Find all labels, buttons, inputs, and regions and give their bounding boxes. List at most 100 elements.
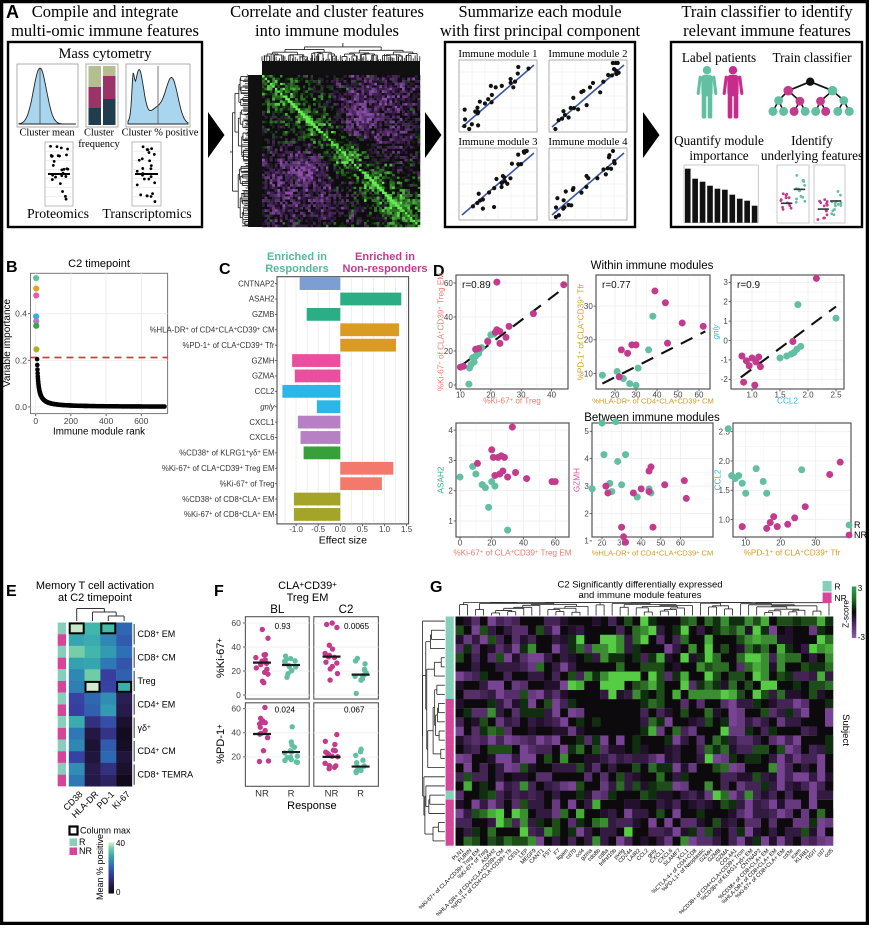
svg-text:200: 200 (64, 416, 78, 426)
svg-text:0.93: 0.93 (275, 622, 291, 631)
svg-text:60: 60 (695, 391, 704, 400)
svg-text:30: 30 (811, 539, 820, 548)
svg-text:CXCL1: CXCL1 (249, 418, 274, 427)
svg-text:gnly: gnly (712, 324, 721, 340)
svg-text:-2: -2 (721, 375, 729, 384)
svg-text:C2: C2 (339, 604, 354, 616)
svg-text:into immune modules: into immune modules (255, 21, 399, 40)
svg-text:C2 timepoint: C2 timepoint (68, 258, 130, 270)
svg-text:ASAH2: ASAH2 (249, 295, 275, 304)
svg-text:underlying features: underlying features (761, 148, 863, 163)
svg-text:0.024: 0.024 (275, 706, 296, 715)
svg-text:50: 50 (674, 391, 683, 400)
svg-text:%CD38+ of KLRG1+γδ+ EM: %CD38+ of KLRG1+γδ+ EM (179, 449, 274, 458)
svg-text:Train classifier to identify: Train classifier to identify (681, 2, 853, 21)
svg-text:%HLA-DR+ of CD4+CLA+CD39+ CM: %HLA-DR+ of CD4+CLA+CD39+ CM (592, 397, 714, 406)
svg-text:40: 40 (637, 539, 646, 548)
svg-text:CD8+ CM: CD8+ CM (138, 653, 176, 663)
svg-text:γδ+: γδ+ (138, 723, 152, 733)
svg-text:20: 20 (444, 347, 453, 356)
svg-text:-0.5: -0.5 (311, 525, 325, 534)
svg-text:2: 2 (448, 487, 453, 496)
svg-text:0.067: 0.067 (344, 706, 365, 715)
svg-text:%Ki-67+ of CD8+CLA+ EM: %Ki-67+ of CD8+CLA+ EM (184, 510, 274, 519)
svg-text:R: R (79, 837, 86, 847)
svg-text:1.5: 1.5 (774, 391, 786, 400)
svg-text:30: 30 (617, 539, 626, 548)
svg-text:relevant immune features: relevant immune features (683, 21, 851, 40)
svg-text:40: 40 (653, 391, 662, 400)
svg-text:ASAH2: ASAH2 (437, 466, 446, 493)
svg-text:frequency: frequency (78, 139, 120, 150)
svg-text:20: 20 (584, 336, 593, 345)
svg-text:A: A (6, 2, 19, 22)
svg-text:0.2: 0.2 (15, 355, 27, 365)
svg-text:Correlate and cluster features: Correlate and cluster features (230, 2, 424, 21)
svg-text:CCL2: CCL2 (255, 387, 275, 396)
svg-text:20: 20 (231, 752, 241, 762)
svg-text:0.5: 0.5 (357, 525, 369, 534)
svg-text:Immune module 4: Immune module 4 (548, 136, 628, 148)
svg-text:D: D (433, 263, 445, 280)
svg-text:Response: Response (287, 800, 337, 812)
svg-text:30: 30 (517, 391, 526, 400)
svg-text:Mass cytometry: Mass cytometry (58, 46, 152, 62)
svg-text:1.5: 1.5 (401, 525, 413, 534)
svg-text:-1: -1 (721, 356, 729, 365)
svg-text:GZMB: GZMB (252, 310, 275, 319)
svg-text:Label patients: Label patients (682, 50, 756, 65)
svg-text:C2 Significantly differentiall: C2 Significantly differentially expresse… (557, 580, 722, 591)
svg-text:%Ki-67+ of Treg: %Ki-67+ of Treg (220, 479, 275, 488)
svg-text:CCL2: CCL2 (714, 469, 723, 490)
svg-text:F: F (214, 583, 224, 600)
svg-text:2.0: 2.0 (719, 457, 731, 466)
svg-text:Column max: Column max (80, 826, 131, 836)
svg-text:Treg: Treg (138, 676, 156, 686)
svg-text:Proteomics: Proteomics (27, 206, 89, 221)
svg-text:CD8+ EM: CD8+ EM (138, 629, 176, 639)
svg-text:1: 1 (448, 517, 453, 526)
svg-text:Subject: Subject (840, 714, 851, 746)
svg-text:2.5: 2.5 (719, 428, 731, 437)
svg-text:0: 0 (458, 539, 463, 548)
svg-text:%PD-1+ of CLA+CD39+ Tfr: %PD-1+ of CLA+CD39+ Tfr (577, 283, 586, 380)
svg-text:0.0: 0.0 (15, 402, 27, 412)
svg-text:Immune module 1: Immune module 1 (458, 48, 537, 60)
svg-text:%Ki-67+: %Ki-67+ (215, 638, 227, 678)
svg-text:%PD-1+ of CLA+CD39+ Tfr: %PD-1+ of CLA+CD39+ Tfr (744, 549, 841, 558)
svg-text:0.0: 0.0 (335, 525, 347, 534)
svg-text:0.4: 0.4 (15, 309, 27, 319)
svg-text:NR: NR (79, 846, 92, 856)
svg-text:0: 0 (116, 888, 121, 897)
svg-text:1: 1 (584, 537, 589, 546)
svg-text:gnly: gnly (647, 848, 659, 860)
svg-text:2.5: 2.5 (830, 391, 842, 400)
svg-text:-1.0: -1.0 (289, 525, 303, 534)
svg-text:Responders: Responders (265, 263, 329, 275)
svg-text:4: 4 (584, 455, 589, 464)
svg-text:2.0: 2.0 (802, 391, 814, 400)
svg-text:%Ki-67+ of CLA+CD39+ Treg EM: %Ki-67+ of CLA+CD39+ Treg EM (162, 464, 275, 473)
svg-text:Within immune modules: Within immune modules (591, 260, 714, 272)
svg-text:%PD-1+ of CLA+CD39+ Tfr: %PD-1+ of CLA+CD39+ Tfr (182, 341, 274, 350)
svg-text:30: 30 (632, 391, 641, 400)
svg-text:400: 400 (99, 416, 113, 426)
svg-text:%CD38+ of CD8+CLA+ EM: %CD38+ of CD8+CLA+ EM (182, 495, 274, 504)
svg-text:Cluster % positive: Cluster % positive (122, 128, 199, 139)
svg-text:20: 20 (487, 539, 496, 548)
svg-text:60: 60 (676, 539, 685, 548)
svg-text:%Ki-67+ of Treg: %Ki-67+ of Treg (483, 397, 541, 406)
svg-text:Transcriptomics: Transcriptomics (102, 206, 191, 221)
svg-text:Treg EM: Treg EM (287, 592, 329, 604)
svg-text:CD4+ EM: CD4+ EM (138, 699, 176, 709)
svg-text:%HLA-DR+ of CD4+CLA+CD39+ CM: %HLA-DR+ of CD4+CLA+CD39+ CM (592, 549, 714, 558)
svg-text:NR: NR (325, 789, 339, 800)
svg-text:30: 30 (584, 302, 593, 311)
svg-text:Non-responders: Non-responders (343, 263, 428, 275)
svg-text:20: 20 (598, 539, 607, 548)
svg-text:1: 1 (723, 317, 728, 326)
svg-text:r=0.9: r=0.9 (737, 280, 761, 291)
svg-text:0.0065: 0.0065 (344, 622, 369, 631)
svg-text:1.0: 1.0 (379, 525, 391, 534)
svg-text:Summarize each module: Summarize each module (458, 2, 621, 21)
